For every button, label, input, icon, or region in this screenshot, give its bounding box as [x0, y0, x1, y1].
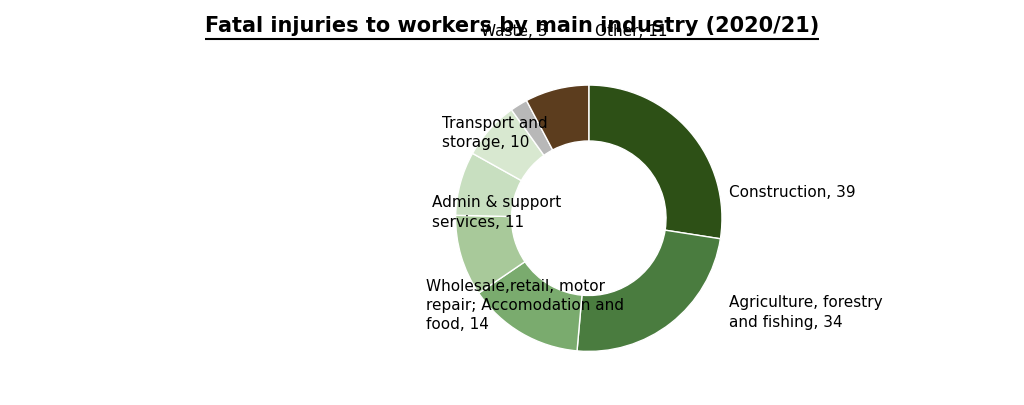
Wedge shape	[472, 111, 544, 181]
Wedge shape	[456, 154, 521, 217]
Text: Wholesale,retail, motor
repair; Accomodation and
food, 14: Wholesale,retail, motor repair; Accomoda…	[426, 278, 624, 332]
Text: Fatal injuries to workers by main industry (2020/21): Fatal injuries to workers by main indust…	[205, 16, 819, 36]
Text: Admin & support
services, 11: Admin & support services, 11	[432, 195, 561, 229]
Wedge shape	[456, 216, 525, 293]
Text: Other, 11: Other, 11	[596, 24, 668, 39]
Wedge shape	[478, 262, 582, 351]
Wedge shape	[578, 230, 720, 352]
Wedge shape	[526, 86, 589, 151]
Text: Construction, 39: Construction, 39	[729, 185, 855, 200]
Wedge shape	[511, 101, 553, 156]
Text: Waste, 3: Waste, 3	[480, 24, 547, 39]
Text: Transport and
storage, 10: Transport and storage, 10	[442, 115, 548, 149]
Text: Agriculture, forestry
and fishing, 34: Agriculture, forestry and fishing, 34	[729, 294, 883, 329]
Wedge shape	[589, 86, 722, 239]
